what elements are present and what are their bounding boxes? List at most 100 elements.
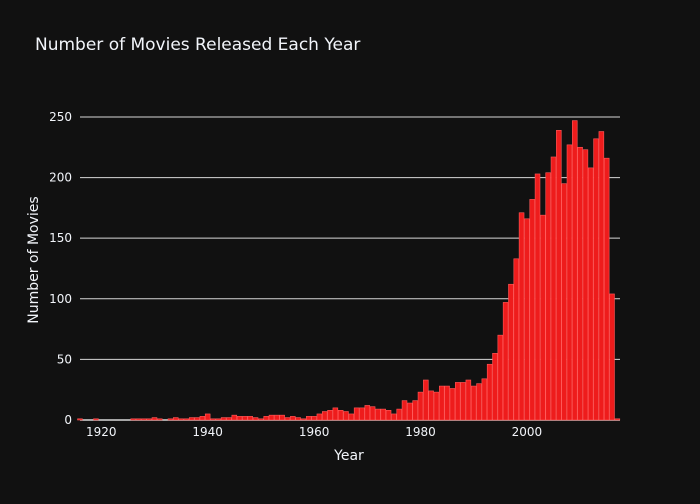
bar-1949[interactable]: [252, 417, 259, 421]
bar-2010[interactable]: [577, 146, 583, 421]
bar-1948[interactable]: [247, 416, 253, 421]
bar-1992[interactable]: [481, 378, 488, 421]
bar-1990[interactable]: [470, 385, 477, 421]
bar-1997[interactable]: [508, 283, 514, 421]
bar-1929[interactable]: [146, 418, 152, 421]
bar-1998[interactable]: [513, 258, 519, 421]
bar-1995[interactable]: [497, 334, 504, 421]
bar-1962[interactable]: [321, 411, 328, 421]
bar-1930[interactable]: [151, 417, 158, 421]
bar-1927[interactable]: [135, 418, 142, 421]
bar-1974[interactable]: [385, 409, 392, 421]
x-tick-label: 1960: [299, 425, 330, 439]
bar-1991[interactable]: [476, 383, 482, 421]
bar-1968[interactable]: [353, 407, 360, 421]
bar-1994[interactable]: [492, 353, 498, 421]
bar-1966[interactable]: [343, 411, 349, 421]
bar-1976[interactable]: [396, 408, 402, 421]
bar-1919[interactable]: [93, 418, 99, 421]
bar-1950[interactable]: [258, 418, 264, 421]
bar-1942[interactable]: [215, 418, 222, 421]
bar-1959[interactable]: [306, 416, 312, 421]
bar-1953[interactable]: [274, 414, 280, 421]
bar-2004[interactable]: [545, 172, 551, 421]
bar-2016[interactable]: [609, 293, 615, 421]
bar-2002[interactable]: [534, 173, 541, 421]
bar-1981[interactable]: [423, 379, 429, 421]
bar-1956[interactable]: [290, 416, 296, 421]
bar-1978[interactable]: [407, 402, 413, 421]
bar-1970[interactable]: [364, 405, 371, 421]
bar-2007[interactable]: [561, 183, 567, 421]
bar-1926[interactable]: [130, 418, 136, 421]
bar-1939[interactable]: [199, 416, 206, 421]
bar-1987[interactable]: [454, 382, 461, 421]
bar-2003[interactable]: [540, 214, 546, 421]
bar-2012[interactable]: [587, 167, 594, 421]
y-tick-label: 50: [57, 352, 72, 366]
bar-1945[interactable]: [231, 414, 238, 421]
bar-1989[interactable]: [465, 379, 472, 421]
x-tick-label: 2000: [512, 425, 543, 439]
chart-title: Number of Movies Released Each Year: [35, 35, 360, 55]
bar-1964[interactable]: [332, 407, 339, 421]
bar-1999[interactable]: [518, 212, 525, 421]
bar-1980[interactable]: [417, 391, 424, 421]
bar-2001[interactable]: [529, 199, 535, 421]
bar-1935[interactable]: [178, 418, 184, 421]
bar-1954[interactable]: [279, 414, 285, 421]
bar-2000[interactable]: [524, 218, 530, 421]
bar-1979[interactable]: [412, 400, 418, 421]
bar-1963[interactable]: [327, 409, 333, 421]
bar-1985[interactable]: [444, 385, 450, 421]
bar-2011[interactable]: [582, 149, 589, 421]
x-tick-label: 1980: [405, 425, 436, 439]
bar-1983[interactable]: [433, 391, 440, 421]
bar-1943[interactable]: [220, 417, 227, 421]
bar-1936[interactable]: [183, 418, 190, 421]
bar-1988[interactable]: [460, 382, 466, 421]
bar-1946[interactable]: [236, 416, 243, 421]
bar-2006[interactable]: [556, 130, 562, 421]
bar-1952[interactable]: [268, 414, 275, 421]
bar-1940[interactable]: [204, 413, 211, 421]
bar-1975[interactable]: [391, 413, 397, 421]
bar-1971[interactable]: [369, 406, 376, 421]
bar-1928[interactable]: [141, 418, 147, 421]
bar-2013[interactable]: [593, 138, 599, 421]
bar-1982[interactable]: [428, 390, 434, 421]
bar-2009[interactable]: [572, 120, 578, 421]
bar-1993[interactable]: [486, 363, 493, 421]
bar-1958[interactable]: [300, 418, 307, 421]
bar-2005[interactable]: [550, 156, 557, 421]
bar-1967[interactable]: [348, 413, 355, 421]
bar-2015[interactable]: [603, 157, 610, 421]
bar-1965[interactable]: [337, 409, 344, 421]
bar-1969[interactable]: [359, 407, 365, 421]
bar-1973[interactable]: [380, 408, 386, 421]
bar-1977[interactable]: [401, 400, 408, 421]
bar-2008[interactable]: [566, 144, 573, 421]
bar-1951[interactable]: [263, 416, 269, 421]
bar-1944[interactable]: [226, 417, 232, 421]
bar-1931[interactable]: [157, 418, 163, 421]
bar-1984[interactable]: [439, 385, 445, 421]
bar-1934[interactable]: [173, 417, 179, 421]
bar-1972[interactable]: [375, 408, 381, 421]
bar-1961[interactable]: [316, 413, 323, 421]
x-tick-label: 1920: [86, 425, 117, 439]
bar-1941[interactable]: [210, 418, 216, 421]
bar-1996[interactable]: [502, 302, 509, 421]
bar-1916[interactable]: [77, 418, 83, 421]
bar-1955[interactable]: [284, 417, 291, 421]
bar-2014[interactable]: [598, 131, 605, 421]
bar-1986[interactable]: [449, 388, 456, 421]
bar-2017[interactable]: [614, 418, 621, 421]
bar-1938[interactable]: [194, 417, 200, 421]
bar-1933[interactable]: [167, 418, 174, 421]
bar-1947[interactable]: [242, 416, 248, 421]
bar-1957[interactable]: [295, 417, 301, 421]
bar-1960[interactable]: [311, 416, 317, 421]
bar-1937[interactable]: [188, 417, 195, 421]
